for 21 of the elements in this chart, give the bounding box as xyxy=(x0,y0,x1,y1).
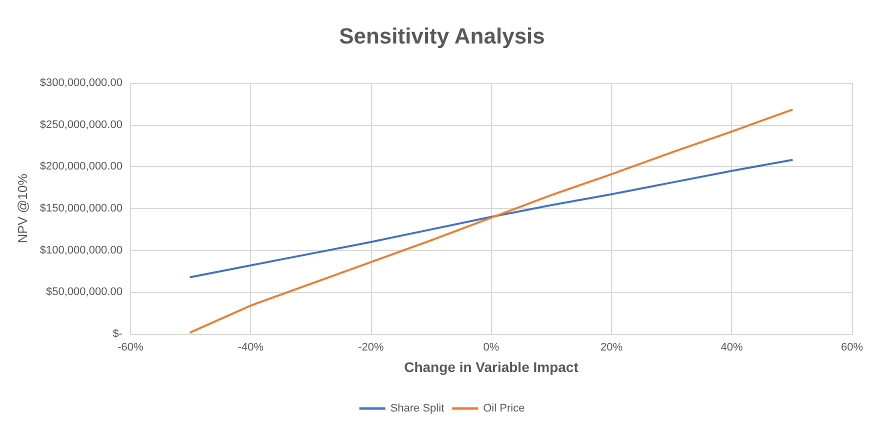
x-tick-label: 20% xyxy=(600,342,623,354)
y-tick-label: $250,000,000.00 xyxy=(40,118,122,131)
legend-label: Share Split xyxy=(390,402,444,414)
line-series xyxy=(190,108,793,334)
chart-title: Sensitivity Analysis xyxy=(339,24,545,48)
line-series xyxy=(190,158,793,278)
x-tick-label: -20% xyxy=(358,342,384,354)
y-tick-label: $150,000,000.00 xyxy=(40,202,122,214)
y-axis-title: NPV @10% xyxy=(15,173,30,244)
x-tick-label: -60% xyxy=(118,342,144,354)
x-tick-label: 0% xyxy=(483,342,500,354)
x-tick-label: 60% xyxy=(840,342,864,354)
y-tick-label: $200,000,000.00 xyxy=(40,160,122,173)
y-tick-label: $300,000,000.00 xyxy=(40,77,122,89)
x-axis-title: Change in Variable Impact xyxy=(404,359,579,375)
y-tick-label: $- xyxy=(112,328,123,340)
legend-label: Oil Price xyxy=(483,402,525,414)
x-tick-label: 40% xyxy=(720,342,743,354)
y-tick-label: $50,000,000.00 xyxy=(46,286,122,298)
x-tick-label: -40% xyxy=(238,342,264,354)
y-tick-label: $100,000,000.00 xyxy=(40,244,122,256)
